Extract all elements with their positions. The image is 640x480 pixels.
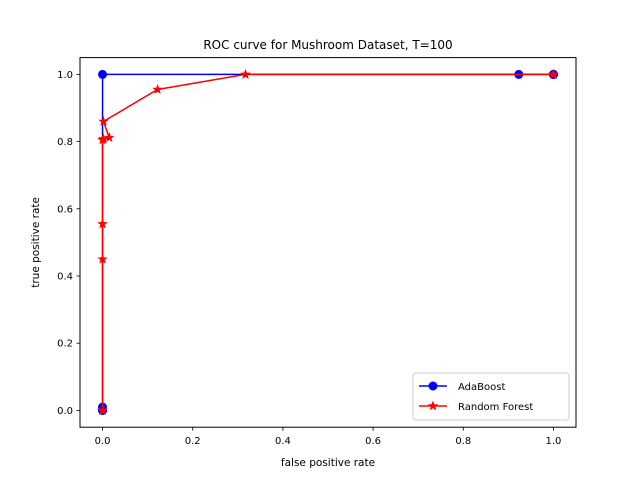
legend-marker-adaboost bbox=[428, 381, 438, 391]
legend-marker-random-forest bbox=[427, 400, 439, 411]
y-tick-label: 0.6 bbox=[57, 204, 73, 215]
random-forest-point bbox=[97, 218, 108, 229]
x-axis-label: false positive rate bbox=[281, 457, 375, 469]
x-tick-label: 0.2 bbox=[185, 436, 201, 447]
x-tick-label: 0.0 bbox=[95, 436, 111, 447]
series-random-forest bbox=[97, 68, 559, 415]
adaboost-point bbox=[98, 69, 108, 79]
legend: AdaBoost Random Forest bbox=[412, 372, 570, 421]
y-tick-label: 0.4 bbox=[57, 272, 73, 283]
plot-frame bbox=[79, 57, 577, 428]
random-forest-point bbox=[548, 68, 559, 79]
y-tick-label: 0.2 bbox=[57, 339, 73, 350]
random-forest-point bbox=[97, 253, 108, 264]
random-forest-point bbox=[97, 404, 108, 415]
legend-label-random-forest: Random Forest bbox=[458, 402, 533, 413]
legend-entry-adaboost: AdaBoost bbox=[419, 381, 505, 393]
legend-box bbox=[412, 372, 570, 421]
x-tick-label: 0.6 bbox=[365, 436, 381, 447]
random-forest-point bbox=[152, 84, 163, 94]
x-axis: 0.0 0.2 0.4 0.6 0.8 1.0 bbox=[95, 427, 562, 447]
series-layer bbox=[97, 68, 559, 415]
y-axis-label: true positive rate bbox=[30, 197, 42, 288]
legend-entry-random-forest: Random Forest bbox=[419, 400, 533, 413]
y-tick-label: 0.0 bbox=[57, 406, 73, 417]
x-tick-label: 0.8 bbox=[455, 436, 471, 447]
random-forest-point bbox=[104, 132, 115, 142]
y-tick-label: 0.8 bbox=[57, 137, 73, 148]
y-tick-label: 1.0 bbox=[57, 70, 73, 81]
legend-label-adaboost: AdaBoost bbox=[458, 382, 505, 393]
chart-title: ROC curve for Mushroom Dataset, T=100 bbox=[203, 38, 452, 52]
random-forest-point bbox=[98, 115, 109, 126]
x-tick-label: 1.0 bbox=[546, 436, 562, 447]
x-tick-label: 0.4 bbox=[275, 436, 291, 447]
random-forest-point bbox=[240, 68, 251, 79]
y-axis: 0.0 0.2 0.4 0.6 0.8 1.0 bbox=[57, 70, 80, 417]
